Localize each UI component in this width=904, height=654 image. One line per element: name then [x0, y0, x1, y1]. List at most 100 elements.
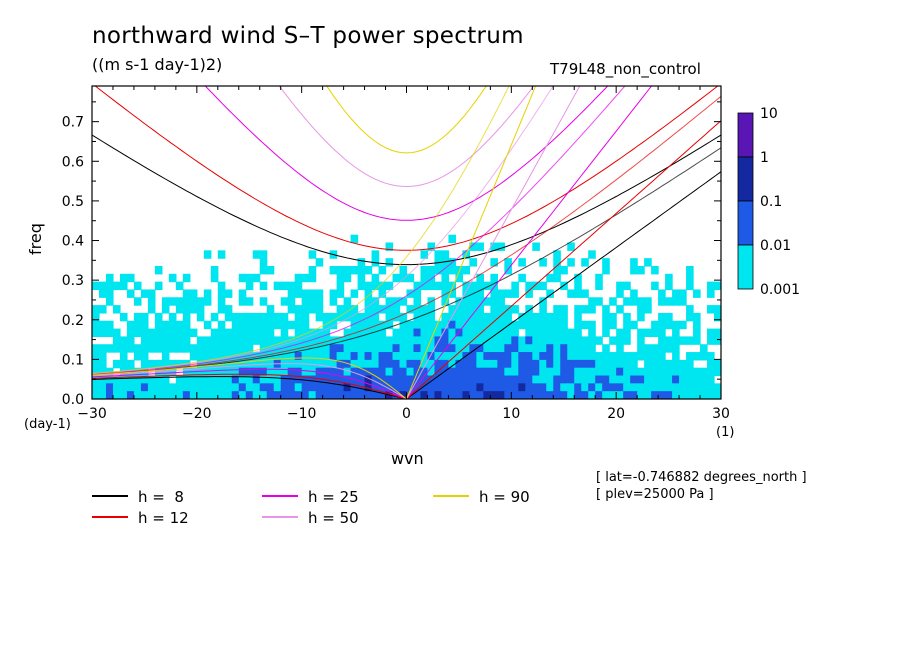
- field-cell: [560, 265, 568, 275]
- field-cell: [301, 289, 310, 298]
- field-cell: [483, 328, 491, 338]
- field-cell: [224, 312, 233, 322]
- field-cell: [707, 289, 715, 298]
- field-cell: [252, 375, 261, 384]
- field-cell: [665, 297, 673, 306]
- field-cell: [497, 367, 505, 377]
- field-cell: [147, 289, 156, 298]
- field-cell: [539, 336, 547, 345]
- field-cell: [609, 297, 617, 306]
- field-cell: [322, 312, 331, 322]
- field-cell: [280, 281, 289, 291]
- field-cell: [385, 305, 394, 314]
- field-cell: [623, 375, 631, 384]
- field-cell: [420, 305, 429, 314]
- field-cell: [462, 367, 470, 377]
- field-cell: [252, 383, 261, 392]
- field-cell: [595, 359, 603, 369]
- field-cell: [98, 344, 107, 353]
- field-cell: [427, 391, 436, 399]
- field-cell: [203, 383, 212, 392]
- field-cell: [434, 383, 443, 392]
- field-cell: [357, 359, 366, 369]
- field-cell: [693, 375, 701, 384]
- field-cell: [539, 352, 547, 361]
- field-cell: [399, 352, 408, 361]
- field-cell: [259, 328, 268, 338]
- field-cell: [455, 391, 464, 399]
- field-cell: [483, 367, 491, 377]
- field-cell: [539, 281, 547, 291]
- field-cell: [623, 359, 631, 369]
- field-cell: [665, 320, 673, 330]
- field-cell: [301, 320, 310, 330]
- field-cell: [238, 344, 247, 353]
- field-cell: [385, 359, 394, 369]
- field-cell: [364, 281, 373, 291]
- field-cell: [539, 312, 547, 322]
- field-cell: [350, 305, 359, 314]
- field-cell: [140, 383, 149, 392]
- field-cell: [462, 265, 470, 275]
- field-cell: [126, 320, 135, 330]
- field-cell: [280, 312, 289, 322]
- field-cell: [231, 359, 240, 369]
- field-cell: [420, 250, 429, 259]
- field-cell: [392, 305, 401, 314]
- field-cell: [497, 312, 505, 322]
- field-cell: [301, 344, 310, 353]
- field-cell: [469, 344, 477, 353]
- field-cell: [266, 312, 275, 322]
- field-cell: [105, 320, 114, 330]
- kelvin-curve-h8: [406, 171, 721, 399]
- field-cell: [455, 359, 464, 369]
- field-cell: [609, 312, 617, 322]
- field-cell: [217, 375, 226, 384]
- field-cell: [224, 336, 233, 345]
- field-cell: [497, 352, 505, 361]
- field-cell: [147, 328, 156, 338]
- field-cell: [371, 336, 380, 345]
- field-cell: [707, 305, 715, 314]
- field-cell: [483, 359, 491, 369]
- field-cell: [511, 336, 519, 345]
- field-cell: [252, 352, 261, 361]
- field-cell: [504, 336, 512, 345]
- field-cell: [168, 383, 177, 392]
- field-cell: [518, 352, 526, 361]
- field-cell: [567, 258, 575, 267]
- field-cell: [161, 352, 170, 361]
- field-cell: [511, 305, 519, 314]
- field-cell: [427, 375, 436, 384]
- field-cell: [462, 281, 470, 291]
- field-cell: [413, 391, 422, 399]
- field-cell: [476, 289, 484, 298]
- field-cell: [259, 258, 268, 267]
- field-cell: [399, 312, 408, 322]
- field-cell: [672, 336, 680, 345]
- field-cell: [644, 359, 652, 369]
- field-cell: [357, 265, 366, 275]
- field-cell: [693, 289, 701, 298]
- legend-label: h = 25: [308, 488, 359, 506]
- field-cell: [399, 367, 408, 377]
- field-cell: [294, 305, 303, 314]
- field-cell: [252, 391, 261, 399]
- field-cell: [497, 375, 505, 384]
- field-cell: [420, 320, 429, 330]
- mrg-curve-h90: [92, 86, 510, 374]
- field-cell: [469, 391, 477, 399]
- field-cell: [329, 297, 338, 306]
- field-cell: [490, 344, 498, 353]
- field-cell: [182, 289, 191, 298]
- field-cell: [336, 281, 345, 291]
- field-cell: [455, 383, 464, 392]
- field-cell: [140, 312, 149, 322]
- field-cell: [308, 289, 317, 298]
- field-cell: [686, 265, 694, 275]
- field-cell: [560, 383, 568, 392]
- field-cell: [630, 320, 638, 330]
- field-cell: [434, 344, 443, 353]
- field-cell: [168, 320, 177, 330]
- field-cell: [287, 281, 296, 291]
